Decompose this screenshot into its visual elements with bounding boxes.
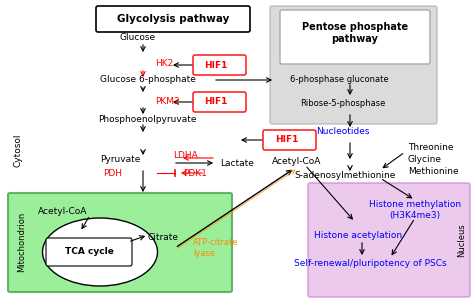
FancyBboxPatch shape [96,6,250,32]
FancyBboxPatch shape [308,183,470,297]
Text: Nucleus: Nucleus [457,223,466,257]
Text: Glycolysis pathway: Glycolysis pathway [117,14,229,24]
FancyBboxPatch shape [46,238,132,266]
FancyBboxPatch shape [263,130,316,150]
Text: Pyruvate: Pyruvate [100,156,140,165]
Text: HIF1: HIF1 [275,136,299,144]
Text: 6-phosphase gluconate: 6-phosphase gluconate [290,76,389,85]
Text: PKM2: PKM2 [155,98,180,107]
Text: Glycine: Glycine [408,156,442,165]
Text: HIF1: HIF1 [204,60,228,69]
Text: Glucose: Glucose [120,33,156,41]
FancyBboxPatch shape [193,55,246,75]
Text: Acetyl-CoA: Acetyl-CoA [38,207,87,217]
Text: Histone acetylation: Histone acetylation [314,230,402,239]
Text: Pentose phosphate
pathway: Pentose phosphate pathway [302,22,408,44]
Text: PDH: PDH [103,169,122,178]
Text: Self-renewal/pluripotency of PSCs: Self-renewal/pluripotency of PSCs [294,259,447,268]
Text: Glucose 6-phosphate: Glucose 6-phosphate [100,76,196,85]
Text: ATP-citrate
lyase: ATP-citrate lyase [193,238,238,258]
FancyBboxPatch shape [280,10,430,64]
Ellipse shape [43,218,157,286]
Text: HIF1: HIF1 [204,98,228,107]
Text: Citrate: Citrate [148,233,179,243]
Text: Mitochondrion: Mitochondrion [18,212,27,272]
Text: LDHA: LDHA [173,150,198,159]
Text: Acetyl-CoA: Acetyl-CoA [272,158,322,166]
Text: S-adenosylmethionine: S-adenosylmethionine [294,171,396,179]
Text: Histone methylation
(H3K4me3): Histone methylation (H3K4me3) [369,200,461,220]
Text: Nucleotides: Nucleotides [316,127,370,137]
Text: Lactate: Lactate [220,159,254,168]
FancyBboxPatch shape [8,193,232,292]
Text: PDK1: PDK1 [183,169,207,178]
Text: HK2: HK2 [155,59,173,69]
Text: Cytosol: Cytosol [13,133,22,167]
Text: Threonine: Threonine [408,143,454,153]
Text: Methionine: Methionine [408,168,459,176]
Text: Phosphoenolpyruvate: Phosphoenolpyruvate [98,115,197,124]
Text: TCA cycle: TCA cycle [64,248,113,256]
FancyBboxPatch shape [193,92,246,112]
FancyBboxPatch shape [270,6,437,124]
Text: Ribose-5-phosphase: Ribose-5-phosphase [300,98,385,108]
